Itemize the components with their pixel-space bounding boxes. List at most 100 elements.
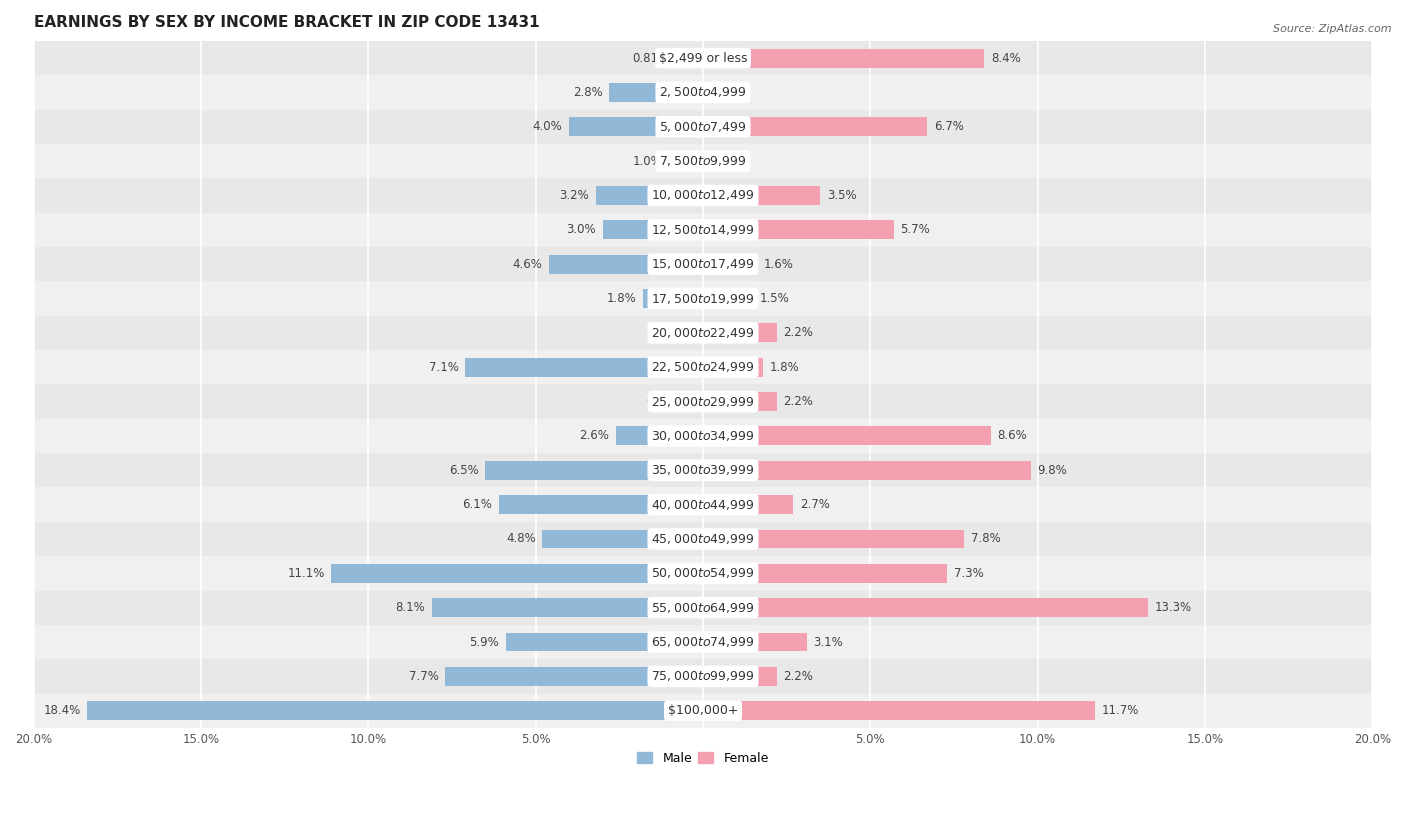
Text: 9.8%: 9.8% xyxy=(1038,463,1067,476)
Text: 3.0%: 3.0% xyxy=(567,224,596,237)
Bar xyxy=(703,117,928,137)
Text: $40,000 to $44,999: $40,000 to $44,999 xyxy=(651,498,755,511)
Bar xyxy=(465,358,703,376)
Text: 3.1%: 3.1% xyxy=(814,636,844,649)
Text: 2.7%: 2.7% xyxy=(800,498,830,511)
Text: 2.2%: 2.2% xyxy=(783,326,813,339)
Text: 7.7%: 7.7% xyxy=(409,670,439,683)
Bar xyxy=(446,667,703,686)
Bar xyxy=(643,289,703,308)
Text: 4.8%: 4.8% xyxy=(506,533,536,546)
Text: $5,000 to $7,499: $5,000 to $7,499 xyxy=(659,120,747,134)
Text: 0.81%: 0.81% xyxy=(633,51,669,64)
Text: 3.5%: 3.5% xyxy=(827,189,856,202)
Text: 0.0%: 0.0% xyxy=(710,154,740,167)
Text: 8.6%: 8.6% xyxy=(997,429,1028,442)
Bar xyxy=(548,254,703,274)
Bar xyxy=(34,213,1372,247)
Bar xyxy=(703,598,1149,617)
Text: 2.2%: 2.2% xyxy=(783,670,813,683)
Text: $2,499 or less: $2,499 or less xyxy=(659,51,747,64)
Bar xyxy=(669,152,703,171)
Bar xyxy=(34,41,1372,76)
Text: $22,500 to $24,999: $22,500 to $24,999 xyxy=(651,360,755,374)
Text: 1.6%: 1.6% xyxy=(763,258,793,271)
Text: 4.6%: 4.6% xyxy=(512,258,543,271)
Bar xyxy=(703,220,894,239)
Text: $12,500 to $14,999: $12,500 to $14,999 xyxy=(651,223,755,237)
Bar xyxy=(703,254,756,274)
Text: 7.8%: 7.8% xyxy=(970,533,1001,546)
Bar xyxy=(703,529,965,549)
Legend: Male, Female: Male, Female xyxy=(633,747,773,770)
Bar xyxy=(34,110,1372,144)
Text: 1.0%: 1.0% xyxy=(633,154,662,167)
Bar xyxy=(506,633,703,651)
Text: $20,000 to $22,499: $20,000 to $22,499 xyxy=(651,326,755,340)
Bar xyxy=(34,350,1372,385)
Text: 0.6%: 0.6% xyxy=(647,395,676,408)
Text: 0.0%: 0.0% xyxy=(710,86,740,99)
Bar xyxy=(432,598,703,617)
Text: 11.1%: 11.1% xyxy=(287,567,325,580)
Bar xyxy=(703,495,793,514)
Bar xyxy=(34,522,1372,556)
Text: $17,500 to $19,999: $17,500 to $19,999 xyxy=(651,292,755,306)
Bar xyxy=(603,220,703,239)
Text: 8.4%: 8.4% xyxy=(991,51,1021,64)
Bar xyxy=(609,83,703,102)
Bar xyxy=(34,488,1372,522)
Bar xyxy=(34,693,1372,728)
Text: 4.0%: 4.0% xyxy=(533,120,562,133)
Bar xyxy=(703,461,1031,480)
Bar xyxy=(34,590,1372,625)
Text: 0.0%: 0.0% xyxy=(666,326,696,339)
Bar xyxy=(34,247,1372,281)
Bar xyxy=(34,76,1372,110)
Text: $50,000 to $54,999: $50,000 to $54,999 xyxy=(651,567,755,580)
Bar xyxy=(703,667,776,686)
Bar xyxy=(34,178,1372,213)
Text: $2,500 to $4,999: $2,500 to $4,999 xyxy=(659,85,747,99)
Bar xyxy=(703,358,763,376)
Text: 2.6%: 2.6% xyxy=(579,429,609,442)
Bar xyxy=(569,117,703,137)
Text: 13.3%: 13.3% xyxy=(1154,601,1192,614)
Bar xyxy=(34,659,1372,693)
Bar xyxy=(34,419,1372,453)
Text: 5.9%: 5.9% xyxy=(470,636,499,649)
Text: $30,000 to $34,999: $30,000 to $34,999 xyxy=(651,429,755,443)
Bar xyxy=(332,564,703,583)
Text: 6.7%: 6.7% xyxy=(934,120,965,133)
Bar xyxy=(703,324,776,342)
Bar xyxy=(543,529,703,549)
Text: 6.5%: 6.5% xyxy=(449,463,478,476)
Text: Source: ZipAtlas.com: Source: ZipAtlas.com xyxy=(1274,24,1392,34)
Bar xyxy=(34,144,1372,178)
Text: $35,000 to $39,999: $35,000 to $39,999 xyxy=(651,463,755,477)
Text: $55,000 to $64,999: $55,000 to $64,999 xyxy=(651,601,755,615)
Bar xyxy=(596,186,703,205)
Bar xyxy=(676,49,703,67)
Bar xyxy=(703,289,754,308)
Text: 1.5%: 1.5% xyxy=(759,292,790,305)
Bar xyxy=(616,427,703,446)
Bar xyxy=(703,392,776,411)
Bar xyxy=(87,702,703,720)
Text: 8.1%: 8.1% xyxy=(395,601,425,614)
Bar xyxy=(703,564,948,583)
Text: $25,000 to $29,999: $25,000 to $29,999 xyxy=(651,394,755,409)
Bar xyxy=(703,633,807,651)
Text: 11.7%: 11.7% xyxy=(1101,704,1139,717)
Text: 5.7%: 5.7% xyxy=(900,224,931,237)
Bar xyxy=(34,385,1372,419)
Text: 2.8%: 2.8% xyxy=(572,86,603,99)
Text: $65,000 to $74,999: $65,000 to $74,999 xyxy=(651,635,755,649)
Text: 3.2%: 3.2% xyxy=(560,189,589,202)
Bar xyxy=(485,461,703,480)
Text: 6.1%: 6.1% xyxy=(463,498,492,511)
Text: 7.1%: 7.1% xyxy=(429,361,458,374)
Bar xyxy=(34,625,1372,659)
Bar xyxy=(703,49,984,67)
Text: 1.8%: 1.8% xyxy=(606,292,636,305)
